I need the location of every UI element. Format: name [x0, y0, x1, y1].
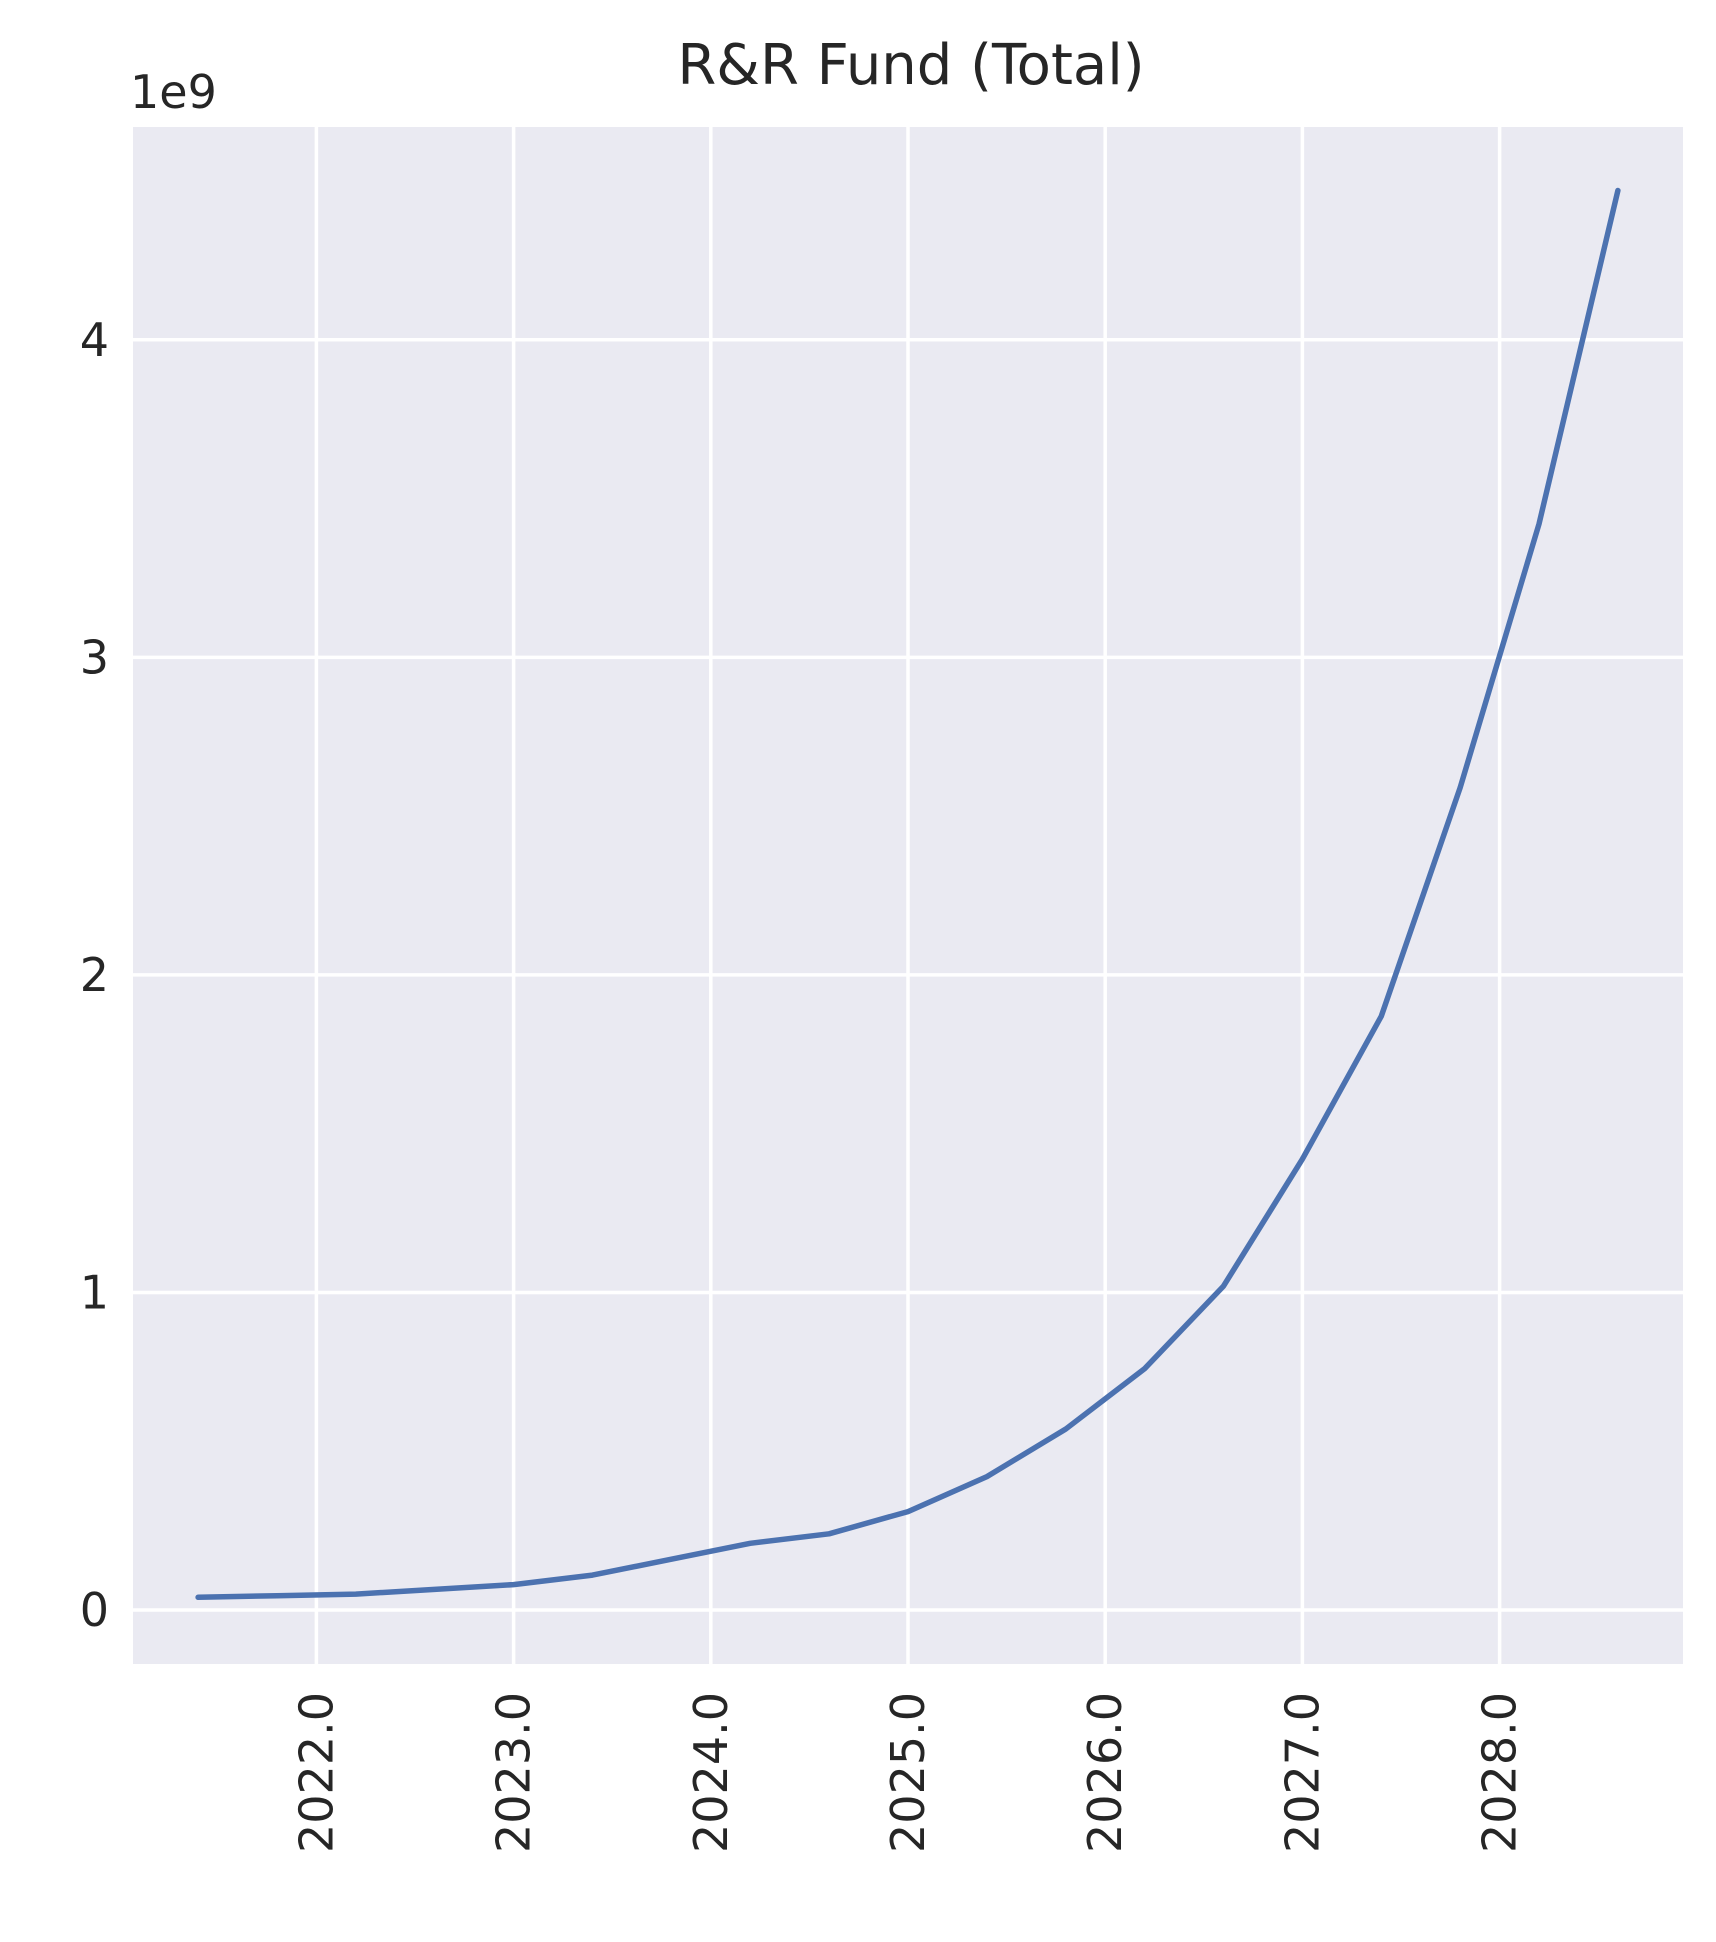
x-tick-label: 2027.0: [1275, 1692, 1329, 1853]
chart-title: R&R Fund (Total): [677, 33, 1144, 98]
x-axis-ticks: 2022.0 2023.0 2024.0 2025.0 2026.0 2027.0 2028…: [289, 1692, 1526, 1853]
series-layer: [195, 187, 1621, 1601]
x-tick-label: 2022.0: [289, 1692, 343, 1853]
y-tick-label: 2: [80, 948, 109, 1002]
gridlines: [133, 127, 1683, 1664]
x-tick-label: 2028.0: [1473, 1692, 1527, 1853]
y-axis-ticks: 0 1 2 3 4: [80, 313, 109, 1637]
y-tick-label: 3: [80, 630, 109, 684]
y-axis-offset-label: 1e9: [130, 65, 217, 119]
y-tick-label: 0: [80, 1583, 109, 1637]
x-tick-label: 2023.0: [487, 1692, 541, 1853]
x-tick-label: 2025.0: [881, 1692, 935, 1853]
x-tick-label: 2024.0: [684, 1692, 738, 1853]
x-tick-label: 2026.0: [1078, 1692, 1132, 1853]
y-tick-label: 1: [80, 1265, 109, 1319]
y-tick-label: 4: [80, 313, 109, 367]
